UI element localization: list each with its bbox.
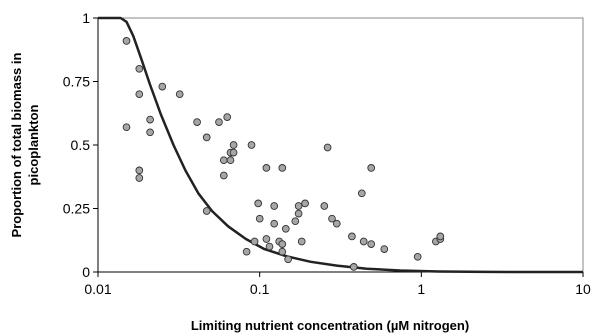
fit-curve bbox=[98, 16, 583, 274]
y-axis-title-line2: picoplankton bbox=[26, 104, 41, 185]
data-point bbox=[349, 263, 358, 271]
data-point bbox=[294, 202, 303, 210]
data-point bbox=[367, 240, 376, 248]
data-point bbox=[367, 164, 376, 172]
data-point bbox=[359, 237, 368, 246]
y-tick-label: 0 bbox=[82, 264, 90, 280]
y-tick-labels: 0 0.25 0.5 0.75 1 bbox=[63, 10, 90, 280]
data-point bbox=[436, 232, 445, 241]
data-point bbox=[328, 214, 336, 223]
data-point bbox=[294, 209, 303, 218]
data-point bbox=[284, 255, 292, 264]
y-tick-label: 1 bbox=[82, 10, 90, 26]
data-point bbox=[135, 166, 144, 175]
plot-frame bbox=[97, 17, 584, 273]
x-tick-label: 0.01 bbox=[84, 281, 111, 297]
data-point bbox=[250, 237, 259, 246]
y-axis-title-line1: Proportion of total biomass in bbox=[9, 52, 24, 237]
data-point bbox=[215, 118, 223, 126]
data-point bbox=[262, 164, 271, 172]
data-point bbox=[223, 113, 232, 121]
data-point bbox=[219, 171, 228, 180]
data-point bbox=[320, 202, 329, 210]
data-point bbox=[332, 219, 341, 228]
data-point bbox=[219, 156, 228, 165]
data-point bbox=[357, 189, 366, 198]
data-point bbox=[135, 64, 144, 73]
data-point bbox=[348, 232, 356, 241]
x-tick-label: 1 bbox=[417, 281, 425, 297]
plot-area bbox=[93, 16, 584, 277]
data-point bbox=[135, 90, 144, 99]
data-point bbox=[254, 199, 263, 208]
y-tick-label: 0.25 bbox=[63, 201, 90, 217]
data-point bbox=[270, 219, 279, 228]
data-point bbox=[301, 199, 309, 208]
data-point bbox=[193, 118, 201, 126]
data-point bbox=[146, 128, 154, 137]
data-point bbox=[158, 82, 167, 91]
data-point bbox=[202, 133, 211, 142]
x-axis-title: Limiting nutrient concentration (µM nitr… bbox=[191, 318, 469, 333]
data-point bbox=[291, 217, 300, 226]
x-tick-labels: 0.01 0.1 1 10 bbox=[84, 281, 591, 297]
data-point bbox=[247, 141, 256, 149]
data-point bbox=[242, 247, 251, 256]
y-tick-label: 0.5 bbox=[71, 137, 91, 153]
data-point bbox=[281, 224, 290, 233]
data-point bbox=[297, 237, 306, 246]
x-tick-label: 10 bbox=[575, 281, 591, 297]
data-point bbox=[265, 242, 274, 251]
data-point bbox=[122, 37, 131, 45]
data-point bbox=[175, 90, 184, 99]
y-tick-label: 0.75 bbox=[63, 74, 90, 90]
data-point bbox=[270, 202, 279, 210]
data-point bbox=[323, 143, 332, 152]
data-point bbox=[229, 148, 238, 157]
data-point bbox=[122, 123, 131, 132]
data-point bbox=[146, 115, 154, 124]
data-point bbox=[202, 207, 211, 215]
data-point bbox=[229, 141, 238, 149]
data-point bbox=[135, 174, 144, 182]
data-point bbox=[262, 235, 271, 243]
data-point bbox=[413, 252, 422, 261]
data-point bbox=[278, 247, 287, 256]
data-point bbox=[278, 240, 287, 248]
x-tick-label: 0.1 bbox=[250, 281, 270, 297]
data-point bbox=[226, 156, 235, 165]
data-point bbox=[278, 164, 287, 172]
data-point bbox=[255, 214, 264, 223]
data-point bbox=[380, 245, 389, 253]
